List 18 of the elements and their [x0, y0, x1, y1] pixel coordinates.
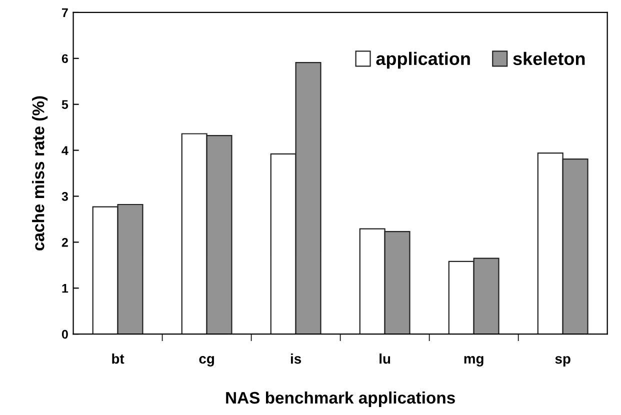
y-tick-label: 4	[62, 146, 68, 155]
x-tick-label: lu	[380, 354, 390, 364]
x-tick-label: mg	[464, 356, 484, 366]
x-tick-label: is	[290, 354, 302, 364]
legend-label: skeleton	[513, 52, 585, 66]
legend-label: application	[376, 52, 470, 69]
x-axis-title: NAS benchmark applications	[226, 391, 455, 408]
y-tick-label: 3	[62, 192, 68, 201]
x-tick-label: bt	[112, 354, 124, 364]
y-tick-label: 7	[62, 8, 68, 17]
x-tick-label: cg	[199, 356, 214, 366]
x-tick-label: sp	[555, 356, 570, 366]
y-tick-label: 1	[62, 284, 68, 293]
y-tick-label: 5	[62, 100, 68, 109]
y-tick-label: 6	[62, 54, 68, 64]
y-tick-label: 0	[62, 330, 68, 339]
y-axis-title: cache miss rate (%)	[32, 96, 48, 250]
y-tick-label: 2	[62, 238, 68, 247]
